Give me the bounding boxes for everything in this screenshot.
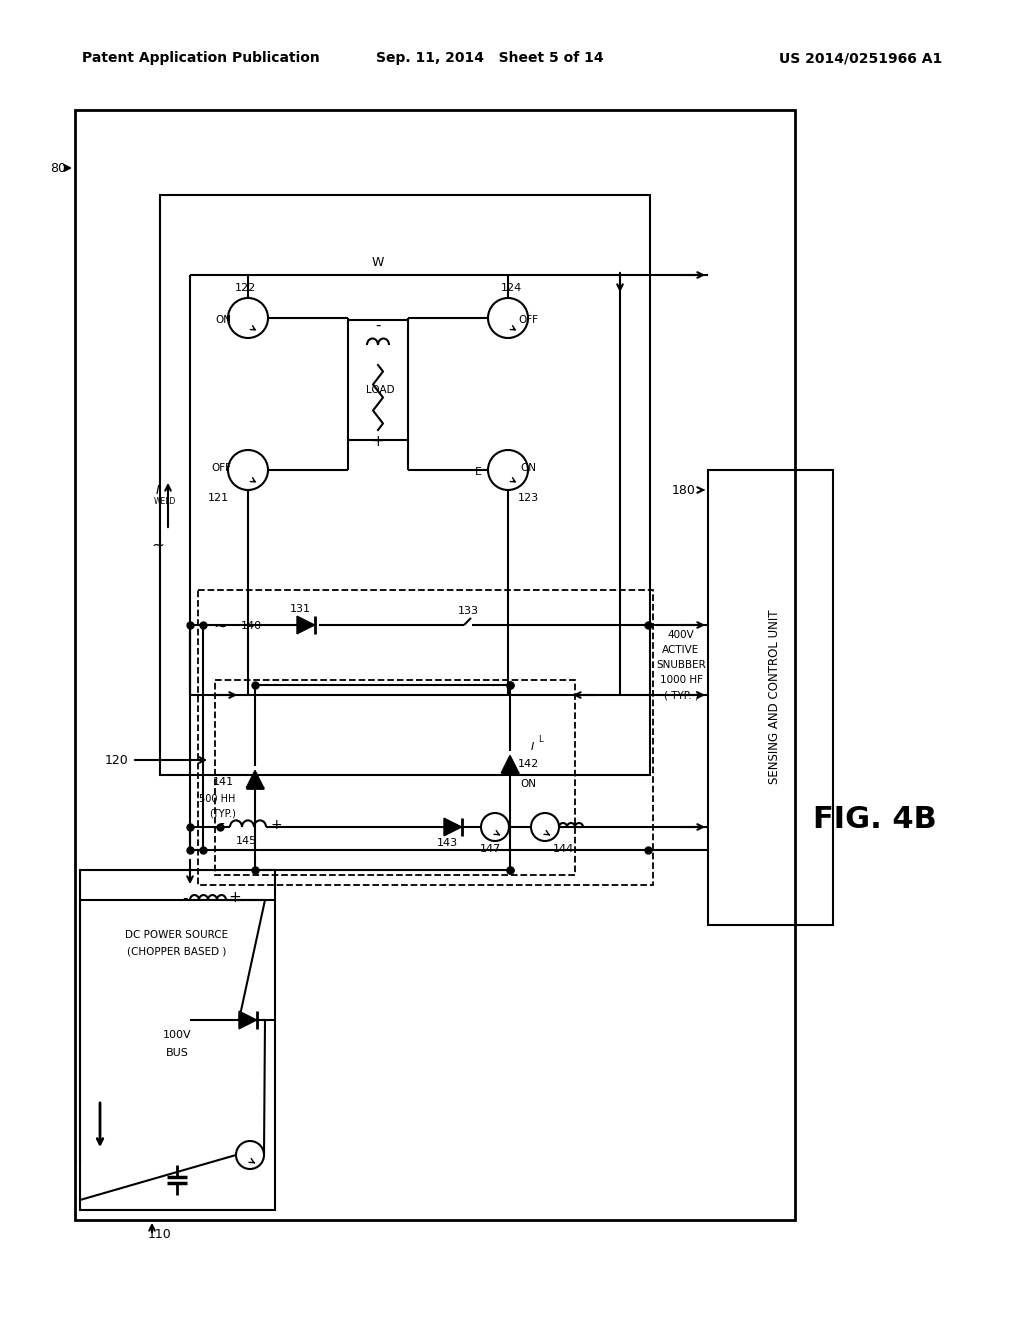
Circle shape xyxy=(236,1140,264,1170)
Bar xyxy=(708,470,833,925)
Text: Patent Application Publication: Patent Application Publication xyxy=(82,51,319,65)
Text: 133: 133 xyxy=(458,606,478,616)
Text: Sep. 11, 2014   Sheet 5 of 14: Sep. 11, 2014 Sheet 5 of 14 xyxy=(376,51,604,65)
Text: (CHOPPER BASED ): (CHOPPER BASED ) xyxy=(127,946,226,957)
Text: 1000 HF: 1000 HF xyxy=(659,675,702,685)
Bar xyxy=(75,110,795,1220)
Text: 100V: 100V xyxy=(163,1030,191,1040)
Text: 131: 131 xyxy=(290,605,310,614)
Text: ~: ~ xyxy=(152,537,165,553)
Polygon shape xyxy=(246,771,264,788)
Text: ON: ON xyxy=(215,315,231,325)
Text: 142: 142 xyxy=(517,759,539,770)
Text: 500 HH: 500 HH xyxy=(199,795,236,804)
Text: 400V: 400V xyxy=(668,630,694,640)
Circle shape xyxy=(488,450,528,490)
Text: LOAD: LOAD xyxy=(366,385,394,395)
Polygon shape xyxy=(501,755,519,774)
Circle shape xyxy=(481,813,509,841)
Text: (TYP.): (TYP.) xyxy=(210,809,237,818)
Circle shape xyxy=(531,813,559,841)
Text: ( TYP. ): ( TYP. ) xyxy=(664,690,698,700)
Text: +: + xyxy=(372,434,384,450)
Circle shape xyxy=(228,450,268,490)
Text: +: + xyxy=(270,818,282,832)
Text: 120: 120 xyxy=(104,754,128,767)
Text: W: W xyxy=(372,256,384,269)
Text: -: - xyxy=(375,318,381,333)
Text: -: - xyxy=(182,891,187,906)
Text: 124: 124 xyxy=(501,282,521,293)
Text: SENSING AND CONTROL UNIT: SENSING AND CONTROL UNIT xyxy=(768,610,781,784)
Text: US 2014/0251966 A1: US 2014/0251966 A1 xyxy=(778,51,942,65)
Text: 144: 144 xyxy=(552,843,573,854)
Text: I: I xyxy=(530,742,534,752)
Polygon shape xyxy=(239,1011,257,1028)
Text: ACTIVE: ACTIVE xyxy=(663,645,699,655)
Text: 121: 121 xyxy=(208,492,228,503)
Text: 123: 123 xyxy=(517,492,539,503)
Text: -: - xyxy=(219,818,224,832)
Text: SNUBBER: SNUBBER xyxy=(656,660,706,671)
Text: ON: ON xyxy=(520,779,536,789)
Text: L: L xyxy=(538,735,543,744)
Text: OFF: OFF xyxy=(518,315,538,325)
Text: 140: 140 xyxy=(241,620,262,631)
Polygon shape xyxy=(444,818,462,836)
Circle shape xyxy=(228,298,268,338)
Text: 145: 145 xyxy=(236,836,257,846)
Text: +: + xyxy=(228,891,242,906)
Text: BUS: BUS xyxy=(166,1048,188,1059)
Text: FIG. 4B: FIG. 4B xyxy=(813,805,937,834)
Text: 143: 143 xyxy=(436,838,458,847)
Text: WELD: WELD xyxy=(154,498,176,507)
Bar xyxy=(215,680,575,875)
Text: I: I xyxy=(156,483,160,496)
Circle shape xyxy=(488,298,528,338)
Polygon shape xyxy=(297,616,314,634)
Text: 180: 180 xyxy=(672,483,696,496)
Bar xyxy=(198,590,653,884)
Text: ~: ~ xyxy=(213,618,227,636)
Text: 110: 110 xyxy=(148,1229,172,1242)
Text: 141: 141 xyxy=(212,777,233,787)
Text: OFF: OFF xyxy=(211,463,231,473)
Text: E: E xyxy=(474,467,481,477)
Text: DC POWER SOURCE: DC POWER SOURCE xyxy=(125,931,228,940)
Bar xyxy=(80,870,275,1210)
Bar xyxy=(160,195,650,775)
Text: 122: 122 xyxy=(234,282,256,293)
Text: 147: 147 xyxy=(479,843,501,854)
Bar xyxy=(348,319,408,440)
Text: 80: 80 xyxy=(50,161,66,174)
Text: ON: ON xyxy=(520,463,536,473)
